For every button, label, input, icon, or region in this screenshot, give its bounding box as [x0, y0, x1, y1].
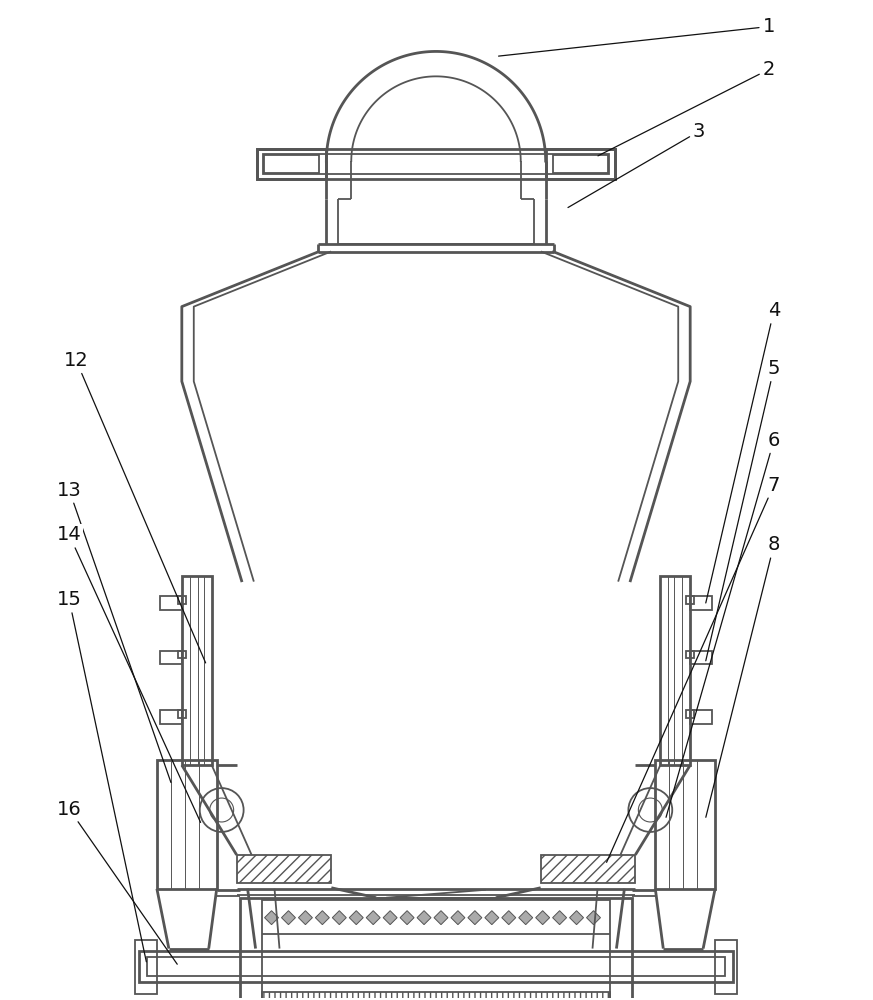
Text: 16: 16	[57, 800, 177, 964]
Bar	[546, 149, 615, 179]
Bar	[178, 596, 186, 604]
Bar	[135, 940, 157, 994]
Polygon shape	[367, 911, 380, 925]
Polygon shape	[349, 911, 363, 925]
Text: 6: 6	[666, 431, 780, 817]
Text: 12: 12	[64, 351, 206, 663]
Polygon shape	[333, 911, 347, 925]
Polygon shape	[265, 911, 278, 925]
Bar	[262, 992, 610, 1000]
Text: 8: 8	[705, 535, 780, 817]
Text: 9: 9	[0, 999, 1, 1000]
Bar	[239, 898, 632, 1000]
Bar	[264, 155, 320, 173]
Bar	[686, 651, 694, 658]
Polygon shape	[587, 911, 601, 925]
Polygon shape	[434, 911, 448, 925]
Polygon shape	[383, 911, 397, 925]
Text: 15: 15	[57, 590, 147, 962]
Polygon shape	[569, 911, 583, 925]
Text: 5: 5	[705, 359, 780, 661]
Bar	[160, 710, 182, 724]
Bar	[263, 154, 609, 174]
Polygon shape	[281, 911, 295, 925]
Bar	[715, 940, 737, 994]
Bar	[691, 710, 712, 724]
Polygon shape	[400, 911, 414, 925]
Bar	[147, 957, 725, 976]
Bar	[686, 596, 694, 604]
Text: 4: 4	[705, 301, 780, 603]
Bar	[160, 651, 182, 664]
Text: 10: 10	[0, 999, 1, 1000]
Bar	[182, 576, 212, 765]
Bar	[540, 855, 636, 883]
Polygon shape	[315, 911, 329, 925]
Polygon shape	[536, 911, 550, 925]
Text: 2: 2	[598, 60, 775, 156]
Bar	[178, 710, 186, 718]
Bar	[139, 951, 733, 982]
Polygon shape	[299, 911, 313, 925]
Bar	[691, 651, 712, 664]
Polygon shape	[553, 911, 567, 925]
Text: 3: 3	[568, 122, 705, 208]
Bar	[553, 155, 608, 173]
Polygon shape	[519, 911, 533, 925]
Text: 13: 13	[57, 481, 171, 782]
Text: 7: 7	[607, 476, 780, 862]
Polygon shape	[417, 911, 431, 925]
Polygon shape	[485, 911, 498, 925]
Bar	[660, 576, 691, 765]
Polygon shape	[502, 911, 516, 925]
Bar	[686, 710, 694, 718]
Bar	[691, 596, 712, 610]
Text: 14: 14	[57, 525, 201, 822]
Polygon shape	[451, 911, 465, 925]
Text: 1: 1	[498, 17, 775, 56]
Bar	[257, 149, 327, 179]
Bar	[157, 760, 217, 889]
Bar	[257, 149, 615, 179]
Bar	[237, 855, 332, 883]
Bar	[178, 651, 186, 658]
Bar	[656, 760, 715, 889]
Bar	[160, 596, 182, 610]
Text: 11: 11	[0, 999, 1, 1000]
Polygon shape	[468, 911, 482, 925]
